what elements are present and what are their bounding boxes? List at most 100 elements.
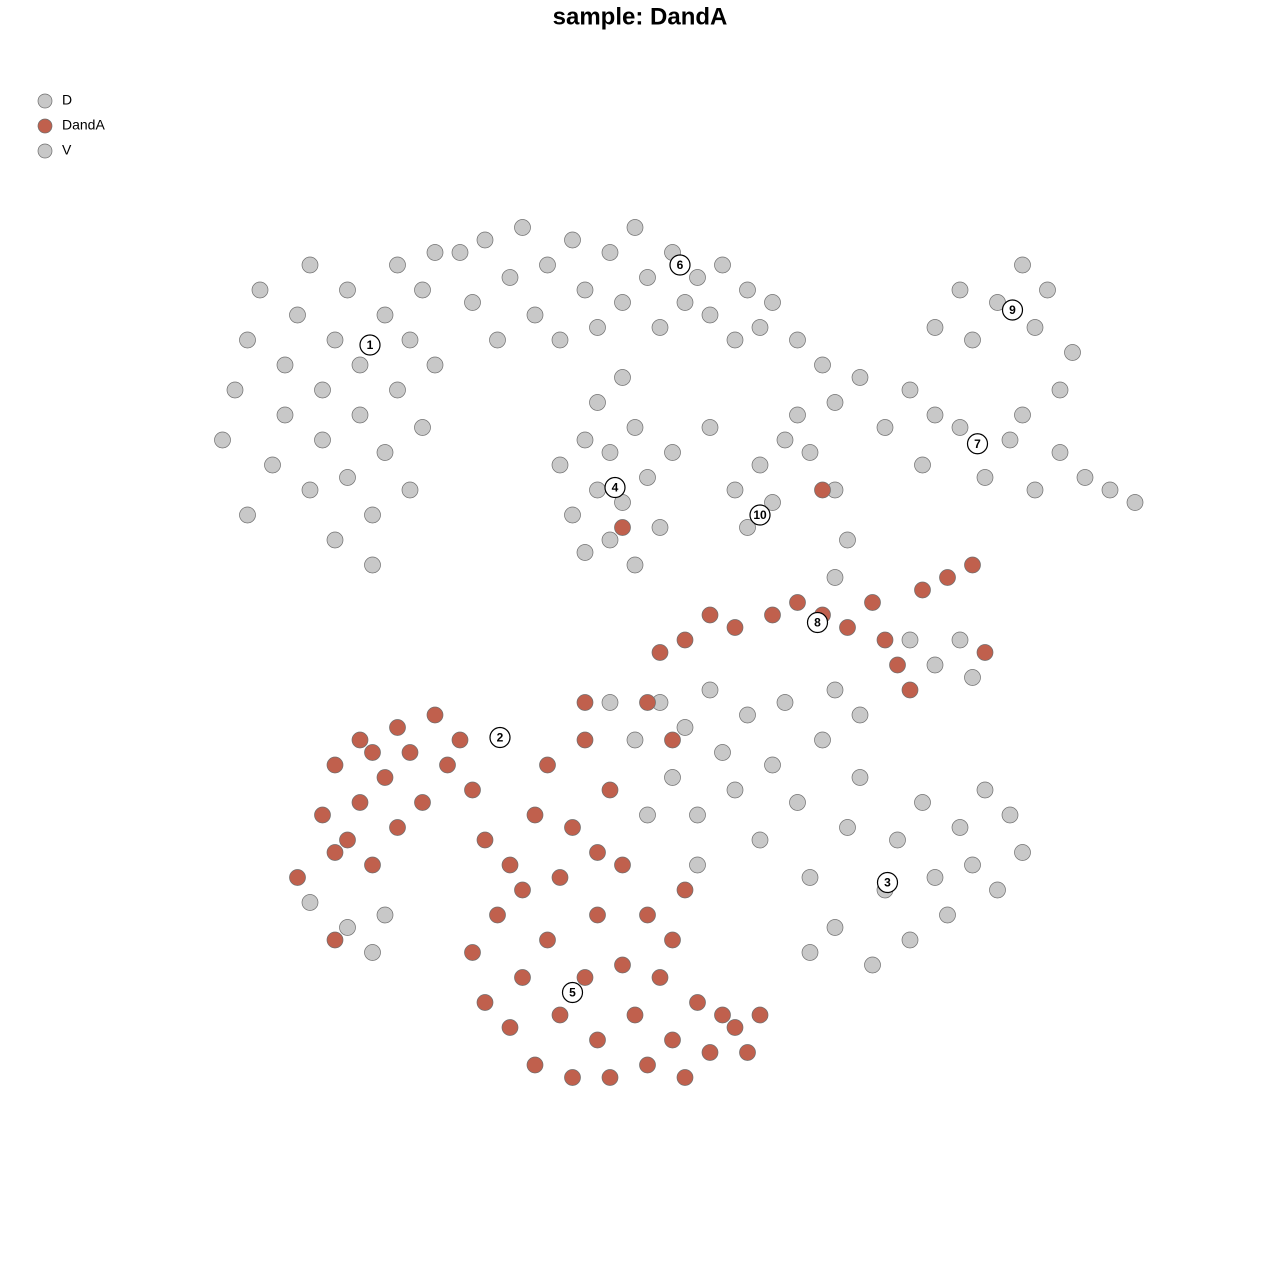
point [639, 806, 656, 824]
point [426, 356, 444, 374]
point [826, 569, 844, 586]
point [426, 706, 444, 724]
point [726, 1019, 744, 1036]
chart-title: sample: DandA [553, 3, 728, 30]
point [689, 269, 706, 286]
point [864, 956, 881, 974]
point [1014, 256, 1031, 274]
point [789, 794, 806, 811]
point [726, 619, 744, 636]
point [726, 331, 744, 349]
point [801, 444, 819, 461]
point [1026, 481, 1044, 499]
point [764, 294, 781, 311]
point [476, 994, 494, 1011]
point [551, 456, 569, 474]
point [664, 931, 681, 949]
point [439, 756, 456, 774]
point [576, 281, 594, 299]
point [576, 969, 594, 986]
point [576, 431, 594, 449]
legend-swatch [37, 143, 53, 159]
point [339, 281, 356, 299]
point [339, 919, 356, 936]
point [764, 606, 781, 624]
point [601, 444, 619, 461]
point [701, 306, 719, 324]
point [551, 331, 569, 349]
point [601, 531, 619, 549]
point [526, 1056, 544, 1074]
point [851, 769, 869, 786]
point [889, 831, 906, 849]
point [539, 931, 556, 949]
point [926, 319, 944, 336]
point [476, 831, 494, 849]
point [314, 806, 331, 824]
point [739, 706, 756, 724]
point [326, 756, 344, 774]
point [376, 769, 394, 786]
point [589, 319, 606, 336]
point [539, 756, 556, 774]
point [289, 306, 306, 324]
point [214, 431, 231, 449]
point [1051, 444, 1069, 461]
point [1064, 344, 1081, 361]
point [814, 731, 831, 749]
point [851, 706, 869, 724]
point [351, 794, 369, 811]
point [826, 681, 844, 699]
point [826, 919, 844, 936]
point [964, 669, 981, 686]
point [564, 819, 581, 836]
point [351, 406, 369, 424]
point [664, 444, 681, 461]
point [239, 331, 256, 349]
point [1014, 406, 1031, 424]
cluster-marker [489, 726, 511, 749]
point [601, 781, 619, 799]
point [401, 744, 419, 761]
point [751, 1006, 769, 1024]
point [301, 894, 319, 911]
point [326, 531, 344, 549]
cluster-marker [966, 433, 989, 455]
legend-label: D [62, 92, 72, 108]
cluster-marker [561, 981, 584, 1004]
point [251, 281, 269, 299]
point [676, 881, 694, 899]
point [326, 331, 344, 349]
point [426, 244, 444, 261]
point [264, 456, 281, 474]
point [364, 556, 381, 574]
point [489, 906, 506, 924]
point [351, 356, 369, 374]
point [764, 494, 781, 511]
point [301, 481, 319, 499]
cluster-marker [806, 611, 829, 634]
point [376, 444, 394, 461]
point [926, 869, 944, 886]
point [364, 744, 381, 761]
legend-label: V [62, 142, 72, 158]
point [626, 556, 644, 574]
point [301, 256, 319, 274]
point [614, 369, 631, 386]
point [289, 869, 306, 886]
point [714, 744, 731, 761]
point [1076, 469, 1094, 486]
point [576, 694, 594, 711]
point [926, 406, 944, 424]
point [664, 1031, 681, 1049]
point [1126, 494, 1144, 511]
point [839, 619, 856, 636]
point [889, 656, 906, 674]
cluster-label: 1 [367, 338, 374, 352]
point [614, 856, 631, 874]
point [551, 869, 569, 886]
point [364, 856, 381, 874]
point [464, 294, 481, 311]
point [414, 419, 431, 436]
point [914, 581, 931, 599]
